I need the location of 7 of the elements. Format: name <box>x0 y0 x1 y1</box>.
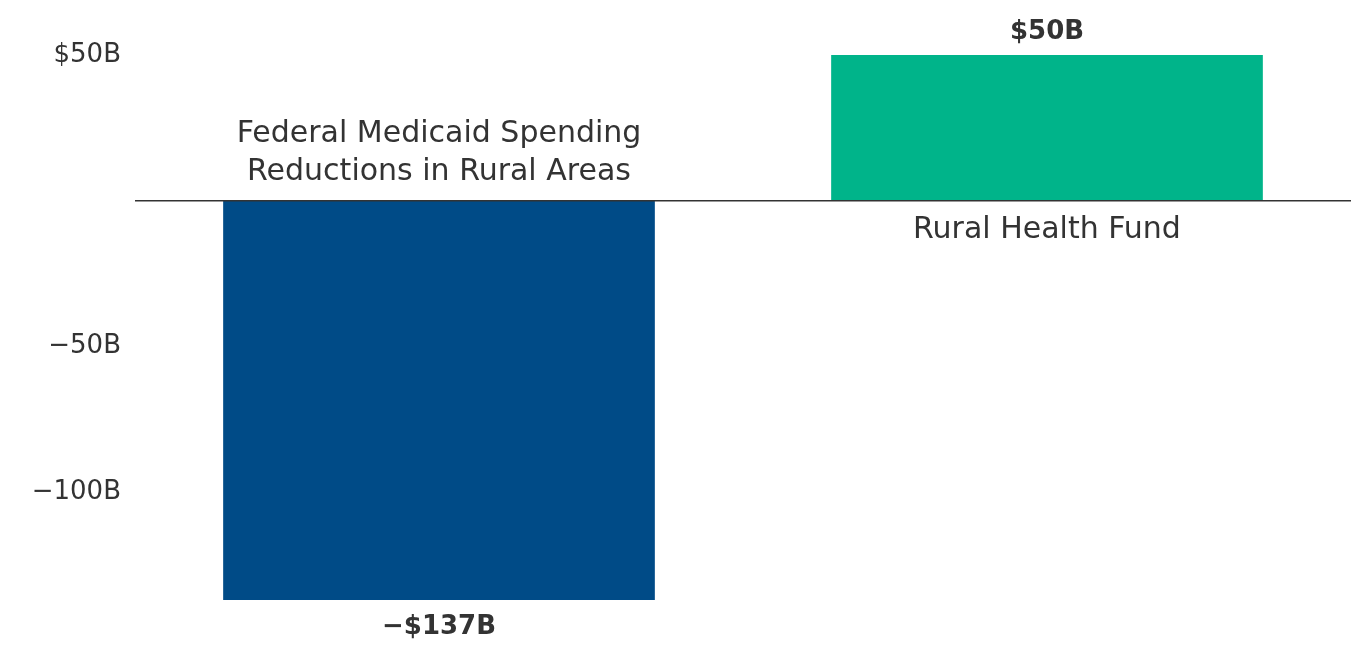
y-tick-label: −100B <box>31 474 121 505</box>
x-tick-label: Federal Medicaid Spending Reductions in Rural Areas <box>236 113 642 187</box>
data-label: $50B <box>1009 14 1085 45</box>
y-tick-label: −50B <box>48 329 121 360</box>
y-tick-label: $50B <box>53 37 121 68</box>
data-label: −$137B <box>382 609 496 640</box>
x-tick-label: Rural Health Fund <box>913 209 1181 245</box>
